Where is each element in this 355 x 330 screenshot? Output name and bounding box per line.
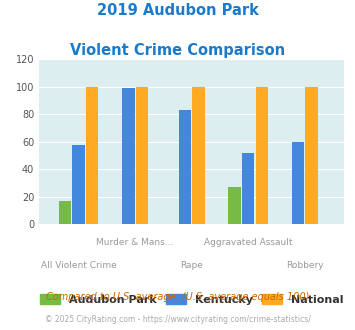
Bar (256, 87, 268, 224)
Text: Murder & Mans...: Murder & Mans... (97, 238, 174, 247)
Bar (122, 88, 135, 224)
Bar (72, 145, 85, 224)
Legend: Audubon Park, Kentucky, National: Audubon Park, Kentucky, National (36, 289, 348, 309)
Text: Violent Crime Comparison: Violent Crime Comparison (70, 43, 285, 58)
Text: Compared to U.S. average. (U.S. average equals 100): Compared to U.S. average. (U.S. average … (46, 292, 309, 302)
Bar (86, 87, 98, 224)
Text: © 2025 CityRating.com - https://www.cityrating.com/crime-statistics/: © 2025 CityRating.com - https://www.city… (45, 315, 310, 324)
Text: Robbery: Robbery (286, 261, 324, 270)
Text: 2019 Audubon Park: 2019 Audubon Park (97, 3, 258, 18)
Bar (305, 87, 318, 224)
Bar (136, 87, 148, 224)
Bar (228, 187, 241, 224)
Text: Rape: Rape (180, 261, 203, 270)
Text: Aggravated Assault: Aggravated Assault (204, 238, 293, 247)
Bar (242, 153, 255, 224)
Text: All Violent Crime: All Violent Crime (41, 261, 116, 270)
Bar (59, 201, 71, 224)
Bar (292, 142, 304, 224)
Bar (179, 110, 191, 224)
Bar (192, 87, 205, 224)
